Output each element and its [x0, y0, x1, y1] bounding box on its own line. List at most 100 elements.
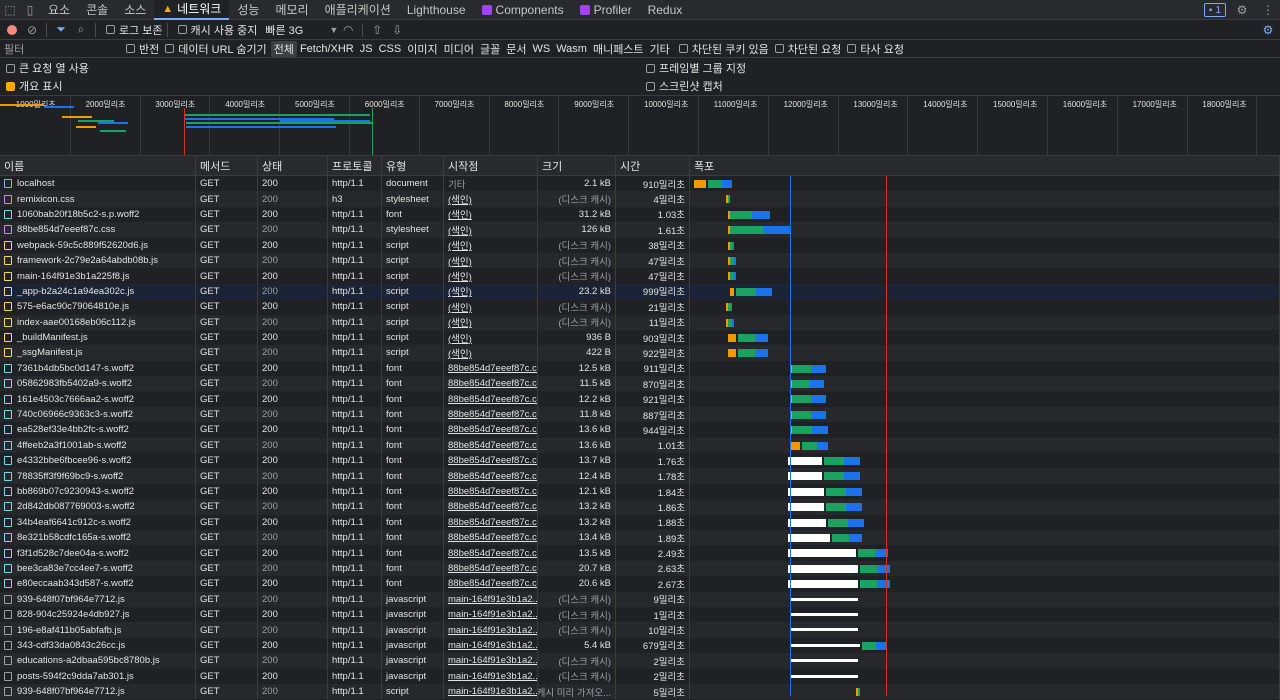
cell-initiator[interactable]: (색인): [444, 206, 538, 223]
settings-gear-icon[interactable]: ⚙: [1236, 3, 1248, 17]
cell-initiator[interactable]: (색인): [444, 222, 538, 238]
filter-type-11[interactable]: 기타: [649, 43, 670, 56]
tab-2[interactable]: 소스: [116, 0, 154, 20]
cell-initiator[interactable]: 88be854d7eeef87c.css: [444, 391, 538, 407]
network-settings-button[interactable]: ⚙: [1258, 20, 1278, 40]
cell-initiator[interactable]: 88be854d7eeef87c.css: [444, 483, 538, 500]
cell-initiator[interactable]: main-164f91e3b1a2...: [444, 622, 538, 638]
table-row[interactable]: 828-904c25924e4db927.js GET 200 http/1.1 jav…: [0, 606, 1280, 623]
more-options-icon[interactable]: ⋮: [1262, 3, 1274, 17]
filter-type-10[interactable]: 매니페스트: [592, 43, 644, 56]
search-button[interactable]: ⌕: [71, 20, 91, 40]
cell-initiator[interactable]: (색인): [444, 345, 538, 361]
cell-initiator[interactable]: 88be854d7eeef87c.css: [444, 560, 538, 577]
table-row[interactable]: e80eccaab343d587-s.woff2 GET 200 http/1.1 fo…: [0, 576, 1280, 592]
cell-initiator[interactable]: main-164f91e3b1a2...: [444, 683, 538, 700]
hide-data-url-checkbox[interactable]: [165, 44, 175, 53]
table-row[interactable]: 34b4eaf6641c912c-s.woff2 GET 200 http/1.1 fo…: [0, 514, 1280, 530]
filter-type-1[interactable]: Fetch/XHR: [299, 42, 354, 55]
cell-initiator[interactable]: 88be854d7eeef87c.css: [444, 360, 538, 377]
timeline-overview[interactable]: 1000밀리초2000밀리초3000밀리초4000밀리초5000밀리초6000밀…: [0, 96, 1280, 156]
tab-7[interactable]: Lighthouse: [399, 0, 474, 20]
column-header-5[interactable]: 시작점: [444, 156, 538, 176]
tab-10[interactable]: Redux: [640, 0, 691, 20]
filter-input[interactable]: 필터: [0, 40, 120, 57]
column-header-8[interactable]: 폭포: [690, 156, 1280, 176]
table-row[interactable]: f3f1d528c7dee04a-s.woff2 GET 200 http/1.1 fo…: [0, 545, 1280, 561]
filter-type-2[interactable]: JS: [359, 42, 373, 55]
table-row[interactable]: localhost GET 200 http/1.1 document 기타 2.1 kB 9…: [0, 176, 1280, 192]
filter-type-9[interactable]: Wasm: [556, 42, 587, 55]
tab-6[interactable]: 애플리케이션: [317, 0, 399, 20]
table-row[interactable]: 4ffeeb2a3f1001ab-s.woff2 GET 200 http/1.1 fo…: [0, 437, 1280, 454]
filter-type-3[interactable]: CSS: [378, 42, 402, 55]
column-header-6[interactable]: 크기: [538, 156, 616, 176]
cell-initiator[interactable]: main-164f91e3b1a2...: [444, 637, 538, 654]
table-row[interactable]: educations-a2dbaa595bc8780b.js GET 200 http…: [0, 653, 1280, 669]
cell-initiator[interactable]: 88be854d7eeef87c.css: [444, 545, 538, 561]
cell-initiator[interactable]: (색인): [444, 329, 538, 346]
cell-initiator[interactable]: (색인): [444, 237, 538, 253]
issues-button[interactable]: ▪ 1: [1203, 3, 1226, 17]
table-row[interactable]: _buildManifest.js GET 200 http/1.1 script (색인…: [0, 329, 1280, 346]
import-har-button[interactable]: ⇧: [367, 20, 387, 40]
cell-initiator[interactable]: 88be854d7eeef87c.css: [444, 576, 538, 592]
cell-initiator[interactable]: 88be854d7eeef87c.css: [444, 422, 538, 438]
table-row[interactable]: 939-648f07bf964e7712.js GET 200 http/1.1 scr…: [0, 683, 1280, 700]
table-row[interactable]: remixicon.css GET 200 h3 stylesheet (색인) (디스크 …: [0, 191, 1280, 207]
invert-checkbox[interactable]: [126, 44, 135, 53]
group-by-frame-checkbox[interactable]: [646, 63, 655, 73]
filter-type-0[interactable]: 전체: [270, 40, 297, 57]
table-row[interactable]: 7361b4db5bc0d147-s.woff2 GET 200 http/1.1 fo…: [0, 360, 1280, 377]
cell-initiator[interactable]: (색인): [444, 268, 538, 284]
cell-initiator[interactable]: main-164f91e3b1a2...: [444, 668, 538, 684]
preserve-log-checkbox[interactable]: [106, 25, 115, 34]
tab-4[interactable]: 성능: [229, 0, 267, 20]
cell-initiator[interactable]: 88be854d7eeef87c.css: [444, 453, 538, 469]
tab-5[interactable]: 메모리: [267, 0, 316, 20]
column-header-0[interactable]: 이름: [0, 156, 196, 176]
cell-initiator[interactable]: (색인): [444, 283, 538, 300]
table-row[interactable]: 939-648f07bf964e7712.js GET 200 http/1.1 jav…: [0, 591, 1280, 607]
table-row[interactable]: webpack-59c5c889f52620d6.js GET 200 http/1.…: [0, 237, 1280, 253]
clear-button[interactable]: ⊘: [22, 20, 42, 40]
cell-initiator[interactable]: 88be854d7eeef87c.css: [444, 376, 538, 392]
table-row[interactable]: 740c06966c9363c3-s.woff2 GET 200 http/1.1 fo…: [0, 406, 1280, 423]
table-row[interactable]: posts-594f2c9dda7ab301.js GET 200 http/1.1 j…: [0, 668, 1280, 684]
table-row[interactable]: index-aae00168eb06c112.js GET 200 http/1.1 s…: [0, 314, 1280, 330]
filter-type-7[interactable]: 문서: [506, 43, 527, 56]
filter-type-5[interactable]: 미디어: [443, 43, 474, 56]
table-row[interactable]: main-164f91e3b1a225f8.js GET 200 http/1.1 sc…: [0, 268, 1280, 284]
table-row[interactable]: _ssgManifest.js GET 200 http/1.1 script (색인) 4…: [0, 345, 1280, 361]
tab-3[interactable]: ▲ 네트워크: [154, 0, 230, 20]
filter-type-6[interactable]: 글꼴: [479, 43, 501, 56]
cell-initiator[interactable]: (색인): [444, 299, 538, 315]
table-row[interactable]: ea528ef33e4bb2fc-s.woff2 GET 200 http/1.1 fo…: [0, 422, 1280, 438]
third-party-checkbox[interactable]: [847, 44, 857, 53]
table-row[interactable]: e4332bbe6fbcee96-s.woff2 GET 200 http/1.1 fo…: [0, 453, 1280, 469]
cell-initiator[interactable]: main-164f91e3b1a2...: [444, 653, 538, 669]
table-row[interactable]: 161e4503c7666aa2-s.woff2 GET 200 http/1.1 fo…: [0, 391, 1280, 407]
column-header-7[interactable]: 시간: [616, 156, 690, 176]
table-row[interactable]: 05862983fb5402a9-s.woff2 GET 200 http/1.1 fo…: [0, 376, 1280, 392]
network-conditions-button[interactable]: ◠: [338, 20, 358, 40]
cell-initiator[interactable]: 88be854d7eeef87c.css: [444, 499, 538, 515]
device-toolbar-icon[interactable]: ▯: [26, 2, 34, 17]
tab-1[interactable]: 콘솔: [78, 0, 116, 20]
table-row[interactable]: 78835ff3f9f69bc9-s.woff2 GET 200 http/1.1 fo…: [0, 468, 1280, 484]
column-header-2[interactable]: 상태: [258, 156, 328, 176]
filter-toggle-button[interactable]: ⏷: [51, 20, 71, 40]
cell-initiator[interactable]: (색인): [444, 191, 538, 207]
cell-initiator[interactable]: main-164f91e3b1a2...: [444, 591, 538, 607]
record-button[interactable]: [2, 20, 22, 40]
blocked-cookies-checkbox[interactable]: [678, 44, 688, 53]
blocked-requests-checkbox[interactable]: [774, 44, 784, 53]
column-header-1[interactable]: 메서드: [196, 156, 258, 176]
table-row[interactable]: framework-2c79e2a64abdb08b.js GET 200 http/…: [0, 252, 1280, 269]
capture-screenshots-checkbox[interactable]: [646, 81, 655, 91]
cell-initiator[interactable]: 88be854d7eeef87c.css: [444, 514, 538, 530]
table-row[interactable]: 1060bab20f18b5c2-s.p.woff2 GET 200 http/1.1…: [0, 206, 1280, 223]
table-row[interactable]: _app-b2a24c1a94ea302c.js GET 200 http/1.1 sc…: [0, 283, 1280, 300]
tab-8[interactable]: Components: [474, 0, 572, 20]
cell-initiator[interactable]: 88be854d7eeef87c.css: [444, 529, 538, 546]
